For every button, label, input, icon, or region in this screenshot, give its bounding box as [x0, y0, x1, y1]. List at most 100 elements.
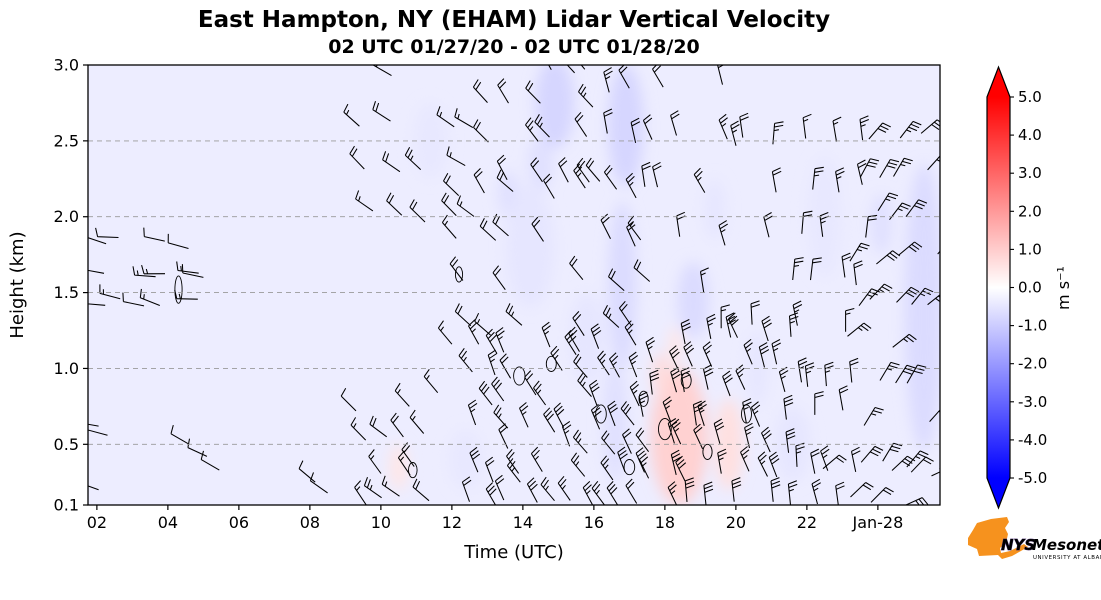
wind-barb: [573, 353, 588, 378]
velocity-patch: [608, 65, 644, 187]
wind-barb: [625, 478, 638, 504]
logo-mesonet-text: Mesonet: [1032, 536, 1101, 554]
wind-barb: [730, 120, 740, 146]
wind-barb: [904, 497, 929, 505]
velocity-patch: [806, 156, 843, 278]
wind-barb: [680, 367, 691, 393]
wind-barb: [617, 446, 628, 473]
wind-barb: [642, 114, 653, 140]
wind-barb: [473, 168, 485, 194]
wind-barb: [675, 455, 687, 482]
wind-barb: [750, 300, 760, 325]
velocity-patch: [870, 194, 893, 255]
wind-barb: [479, 218, 497, 241]
y-tick-label: 0.1: [54, 496, 79, 515]
wind-barb: [561, 420, 572, 447]
wind-barb: [350, 417, 367, 441]
wind-barb: [869, 283, 893, 300]
wind-barb: [541, 321, 551, 348]
wind-barb: [525, 117, 539, 142]
wind-barb: [693, 423, 704, 450]
wind-barb: [728, 312, 739, 338]
wind-barb: [568, 326, 580, 352]
wind-barb: [401, 442, 415, 467]
wind-barb: [893, 157, 913, 177]
wind-barb: [770, 477, 781, 502]
wind-barb: [937, 250, 940, 255]
wind-barb: [404, 147, 422, 170]
wind-barb: [88, 429, 108, 436]
wind-barb: [485, 456, 495, 483]
wind-barb: [519, 402, 529, 428]
wind-barb: [591, 480, 606, 505]
wind-barb: [495, 327, 505, 353]
colorbar: 5.0 4.0 3.0 2.0 1.0 0.0 -1.0 -2.0 -3.0 -4.0 -5.0: [986, 65, 1047, 510]
wind-barb: [355, 190, 374, 212]
wind-barb: [548, 65, 552, 70]
wind-barb: [446, 146, 466, 167]
wind-barb: [569, 255, 584, 281]
wind-barb: [143, 227, 165, 242]
wind-barb: [88, 237, 107, 245]
wind-barb: [600, 455, 614, 481]
wind-barb: [892, 333, 917, 348]
wind-barb: [638, 391, 649, 417]
wind-barb: [456, 195, 475, 217]
wind-barb: [841, 252, 852, 278]
wind-barb: [761, 315, 772, 342]
wind-barb: [718, 220, 728, 246]
wind-barb: [693, 167, 706, 193]
wind-barb: [845, 307, 855, 332]
wind-barb: [458, 347, 473, 373]
colorbar-tick-label: 3.0: [1018, 164, 1042, 182]
wind-barb: [671, 418, 682, 445]
wind-barb: [882, 442, 903, 462]
wind-barb: [758, 342, 770, 368]
wind-barb: [692, 400, 703, 426]
wind-barb: [778, 366, 789, 393]
colorbar-tick-label: -2.0: [1018, 355, 1047, 373]
velocity-patch: [904, 163, 940, 452]
wind-barb: [725, 312, 736, 338]
colorbar-tick-label: -5.0: [1018, 469, 1047, 487]
wind-barb: [680, 319, 691, 345]
wind-barb: [386, 192, 403, 216]
wind-barb: [744, 422, 754, 449]
wind-barb: [485, 482, 497, 505]
wind-barb: [473, 119, 489, 143]
wind-barb: [390, 412, 404, 438]
wind-barb: [641, 161, 651, 187]
wind-barb: [608, 268, 625, 291]
wind-barb: [706, 313, 716, 340]
wind-barb: [141, 264, 166, 275]
contour-loop: [408, 462, 418, 479]
contour-loop: [454, 266, 464, 283]
wind-barb: [731, 477, 742, 502]
wind-barb: [474, 312, 491, 336]
wind-barb: [906, 450, 929, 468]
plot-area: [88, 65, 940, 505]
wind-barb: [858, 288, 881, 307]
wind-barb: [526, 477, 538, 503]
contour-loop: [595, 404, 607, 424]
wind-barb: [889, 202, 911, 221]
wind-barb: [771, 339, 781, 365]
colorbar-arrow-top: [987, 67, 1010, 97]
wind-barb: [802, 113, 812, 139]
wind-barb: [558, 157, 569, 183]
wind-barb: [200, 450, 220, 471]
x-tick-label: 10: [371, 513, 391, 532]
wind-barb: [630, 117, 641, 144]
x-tick-label: 20: [726, 513, 746, 532]
wind-barb: [95, 227, 119, 239]
wind-barb: [824, 361, 834, 387]
logo-nys-text: NYS: [1001, 536, 1035, 554]
wind-barb: [496, 169, 514, 192]
wind-barb: [638, 453, 650, 479]
wind-barb: [788, 312, 799, 337]
wind-barb: [494, 474, 505, 501]
wind-barb: [722, 370, 733, 397]
wind-barb: [850, 482, 874, 498]
wind-barb: [683, 341, 695, 367]
